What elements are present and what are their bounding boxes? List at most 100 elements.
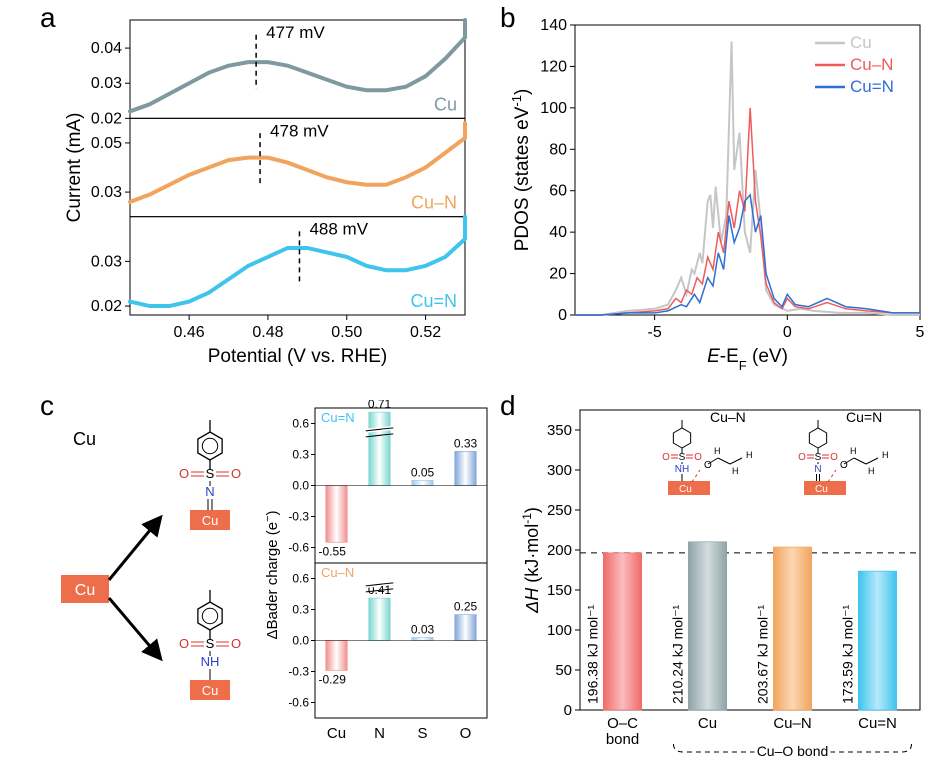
panel-c-bader-chart: -0.6-0.30.00.30.6Cu=N-0.550.710.050.33-0… (265, 400, 495, 750)
panel-c-scheme: Cu Cu S O O N Cu S O O NH Cu (55, 400, 270, 750)
svg-text:S: S (815, 452, 822, 463)
svg-text:Cu: Cu (815, 484, 828, 495)
svg-text:200: 200 (547, 542, 572, 559)
svg-text:0.04: 0.04 (91, 40, 122, 57)
svg-text:S: S (417, 725, 427, 742)
svg-text:Cu–N: Cu–N (321, 565, 354, 580)
svg-text:0.02: 0.02 (91, 298, 122, 315)
svg-text:0.6: 0.6 (292, 572, 309, 586)
panel-b-pdos: 020406080100120140-505E-EF (eV)PDOS (sta… (510, 10, 930, 370)
svg-text:N: N (374, 725, 385, 742)
svg-text:O–C: O–C (607, 715, 638, 732)
svg-text:NH: NH (675, 464, 689, 475)
svg-text:477 mV: 477 mV (266, 23, 325, 42)
svg-text:NH: NH (201, 654, 220, 669)
svg-text:Cu–N: Cu–N (710, 409, 746, 425)
svg-text:Cu: Cu (850, 33, 872, 52)
svg-text:0.71: 0.71 (368, 400, 392, 411)
svg-text:H: H (746, 450, 753, 460)
svg-text:0.03: 0.03 (411, 622, 435, 636)
svg-text:Cu=N: Cu=N (858, 715, 897, 732)
svg-text:O: O (830, 452, 838, 463)
svg-text:-0.55: -0.55 (319, 544, 347, 558)
svg-text:0.48: 0.48 (252, 324, 283, 341)
svg-text:H: H (714, 446, 721, 456)
svg-text:-0.29: -0.29 (319, 672, 347, 686)
svg-text:120: 120 (540, 58, 567, 75)
svg-text:0.03: 0.03 (91, 75, 122, 92)
svg-text:O: O (179, 466, 189, 481)
svg-text:250: 250 (547, 502, 572, 519)
svg-text:Cu: Cu (75, 582, 95, 599)
svg-text:478 mV: 478 mV (270, 121, 329, 140)
svg-text:O: O (694, 452, 702, 463)
svg-text:0.33: 0.33 (454, 436, 478, 450)
svg-text:140: 140 (540, 17, 567, 34)
svg-text:0.46: 0.46 (174, 324, 205, 341)
panel-label-c: c (40, 390, 54, 422)
panel-label-d: d (500, 390, 516, 422)
svg-text:S: S (206, 636, 215, 651)
svg-text:H: H (850, 446, 857, 456)
panel-label-a: a (40, 2, 56, 34)
svg-text:Cu=N: Cu=N (846, 409, 882, 425)
svg-text:O: O (231, 466, 241, 481)
svg-text:-0.3: -0.3 (288, 510, 309, 524)
svg-text:PDOS (states eV-1): PDOS (states eV-1) (510, 89, 533, 252)
svg-text:488 mV: 488 mV (309, 220, 368, 239)
svg-text:O: O (460, 725, 472, 742)
svg-text:-0.6: -0.6 (288, 696, 309, 710)
svg-text:0.52: 0.52 (410, 324, 441, 341)
svg-text:0.03: 0.03 (91, 253, 122, 270)
svg-text:Cu–O bond: Cu–O bond (757, 743, 829, 759)
svg-text:Cu: Cu (679, 484, 692, 495)
svg-text:Cu–N: Cu–N (773, 715, 811, 732)
svg-text:H: H (882, 450, 889, 460)
svg-text:Cu: Cu (698, 715, 717, 732)
svg-text:-0.3: -0.3 (288, 665, 309, 679)
svg-text:0.3: 0.3 (292, 603, 309, 617)
svg-text:0: 0 (783, 324, 792, 341)
svg-text:0: 0 (558, 307, 567, 324)
svg-text:bond: bond (606, 731, 639, 748)
svg-text:203.67 kJ mol⁻¹: 203.67 kJ mol⁻¹ (754, 604, 770, 704)
svg-text:ΔH (kJ·mol-1): ΔH (kJ·mol-1) (520, 507, 542, 614)
svg-text:0.02: 0.02 (91, 110, 122, 127)
panel-a-cv-curves: 0.020.030.04477 mVCu0.030.05478 mVCu–N0.… (60, 10, 480, 370)
svg-text:100: 100 (540, 100, 567, 117)
panel-d-enthalpy-bars: 050100150200250300350ΔH (kJ·mol-1)196.38… (520, 400, 930, 760)
svg-text:100: 100 (547, 622, 572, 639)
svg-text:O: O (798, 452, 806, 463)
svg-text:0.3: 0.3 (292, 448, 309, 462)
svg-text:N: N (814, 464, 821, 475)
svg-text:N: N (205, 484, 214, 499)
svg-text:150: 150 (547, 582, 572, 599)
svg-text:0: 0 (564, 702, 572, 719)
svg-text:0.03: 0.03 (91, 184, 122, 201)
svg-text:S: S (206, 466, 215, 481)
svg-text:Current (mA): Current (mA) (64, 113, 85, 223)
svg-text:Cu=N: Cu=N (850, 77, 894, 96)
svg-text:O: O (179, 636, 189, 651)
svg-text:O: O (231, 636, 241, 651)
svg-text:0.25: 0.25 (454, 600, 478, 614)
svg-text:Cu: Cu (327, 725, 346, 742)
svg-text:O: O (704, 460, 712, 471)
svg-text:Cu–N: Cu–N (850, 55, 893, 74)
svg-text:173.59 kJ mol⁻¹: 173.59 kJ mol⁻¹ (839, 604, 855, 704)
svg-text:Cu=N: Cu=N (321, 410, 355, 425)
svg-text:80: 80 (549, 141, 567, 158)
svg-text:50: 50 (555, 662, 572, 679)
svg-text:H: H (868, 466, 875, 476)
svg-text:40: 40 (549, 224, 567, 241)
svg-text:Cu: Cu (73, 429, 96, 449)
svg-text:-0.6: -0.6 (288, 541, 309, 555)
svg-text:S: S (679, 452, 686, 463)
svg-text:196.38 kJ mol⁻¹: 196.38 kJ mol⁻¹ (584, 604, 600, 704)
svg-text:-5: -5 (647, 324, 661, 341)
svg-text:0.0: 0.0 (292, 479, 309, 493)
svg-text:Cu: Cu (202, 513, 219, 528)
svg-text:Cu: Cu (202, 683, 219, 698)
svg-text:Cu=N: Cu=N (410, 291, 457, 311)
svg-text:0.05: 0.05 (91, 135, 122, 152)
